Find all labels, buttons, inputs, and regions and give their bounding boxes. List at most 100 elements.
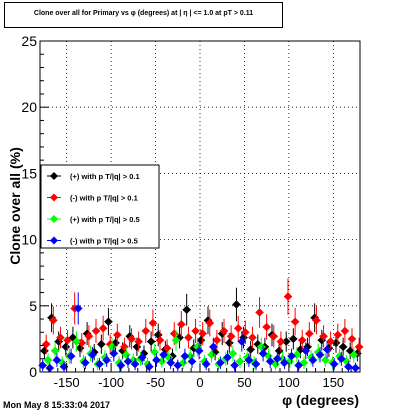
data-point — [41, 339, 51, 349]
data-point — [258, 349, 268, 358]
data-point — [354, 342, 364, 352]
data-point — [280, 358, 289, 368]
data-point — [116, 361, 126, 370]
data-point — [276, 337, 286, 346]
data-point — [232, 300, 241, 309]
data-point — [208, 342, 218, 352]
data-point — [194, 346, 204, 356]
data-point — [123, 357, 133, 366]
data-point — [146, 337, 156, 346]
data-point — [338, 342, 348, 352]
legend-label: (-) with p T/|q| > 0.1 — [70, 194, 138, 203]
data-point — [312, 316, 321, 325]
data-point — [130, 359, 140, 369]
x-axis-label: φ (degrees) — [282, 392, 359, 408]
data-point — [319, 331, 328, 341]
data-point — [244, 355, 254, 365]
data-point — [43, 355, 53, 365]
data-point — [248, 333, 257, 342]
data-point — [159, 350, 168, 360]
data-point — [297, 335, 307, 345]
data-point — [212, 335, 222, 345]
data-point — [233, 323, 243, 333]
data-point — [95, 359, 104, 369]
data-point — [255, 308, 264, 317]
data-points — [38, 278, 364, 373]
series-4 — [38, 292, 360, 373]
data-point — [294, 361, 304, 370]
legend-marker — [50, 215, 58, 223]
data-point — [150, 347, 160, 357]
data-point — [262, 322, 272, 332]
data-point — [112, 330, 122, 340]
x-tick-label: 100 — [278, 375, 300, 390]
x-tick-label: 50 — [237, 375, 251, 390]
chart-title-box: Clone over all for Primary vs φ (degrees… — [4, 2, 283, 28]
data-point — [287, 351, 296, 361]
data-point — [180, 351, 190, 361]
data-point — [80, 358, 90, 368]
legend-entry: (+) with p T/|q| > 0.5 — [47, 215, 140, 224]
data-point — [166, 358, 176, 368]
data-point — [308, 355, 318, 365]
data-point — [109, 349, 119, 358]
grid-lines — [40, 41, 360, 372]
data-point — [272, 354, 282, 364]
data-point — [230, 361, 240, 370]
data-point — [240, 327, 250, 337]
legend-entry: (-) with p T/|q| > 0.1 — [47, 193, 138, 203]
x-tick-label: -150 — [54, 375, 80, 390]
data-point — [72, 337, 81, 346]
data-point — [269, 331, 279, 341]
data-point — [141, 326, 151, 336]
data-point — [148, 318, 158, 328]
data-point — [121, 350, 131, 360]
data-point — [173, 361, 183, 370]
data-point — [223, 353, 232, 362]
data-point — [283, 292, 293, 301]
data-point — [102, 355, 112, 365]
data-point — [176, 319, 186, 329]
data-point — [251, 359, 261, 369]
data-point — [216, 358, 225, 368]
data-point — [155, 335, 165, 345]
data-point — [134, 337, 144, 346]
series-2 — [41, 278, 364, 358]
data-point — [96, 339, 106, 349]
data-point — [304, 329, 314, 338]
data-point — [333, 330, 343, 340]
data-point — [274, 346, 284, 356]
data-point — [182, 305, 192, 315]
data-point — [48, 316, 58, 325]
data-point — [226, 331, 236, 341]
data-point — [66, 351, 76, 361]
data-point — [61, 342, 71, 352]
data-point — [228, 349, 238, 358]
data-point — [104, 317, 113, 327]
legend-entry: (-) with p T/|q| > 0.5 — [47, 236, 138, 246]
y-tick-label: 0 — [29, 364, 37, 380]
data-point — [184, 333, 193, 342]
data-point — [52, 355, 62, 365]
x-tick-label: 0 — [196, 375, 203, 390]
data-point — [88, 350, 97, 360]
legend-entry: (+) with p T/|q| > 0.1 — [47, 172, 140, 181]
data-point — [38, 361, 48, 370]
x-tick-label: -100 — [98, 375, 124, 390]
data-point — [127, 334, 136, 344]
data-point — [144, 362, 154, 372]
data-point — [224, 338, 234, 348]
legend-marker — [50, 193, 58, 202]
data-point — [137, 353, 147, 362]
data-point — [40, 346, 49, 356]
data-point — [196, 335, 206, 345]
data-point — [201, 359, 211, 369]
data-point — [171, 335, 181, 345]
legend-box — [40, 164, 160, 249]
data-point — [63, 335, 72, 345]
legend-label: (+) with p T/|q| > 0.1 — [70, 172, 140, 181]
legend-marker — [50, 236, 58, 245]
legend: (+) with p T/|q| > 0.1 (-) with p T/|q| >… — [40, 164, 160, 249]
